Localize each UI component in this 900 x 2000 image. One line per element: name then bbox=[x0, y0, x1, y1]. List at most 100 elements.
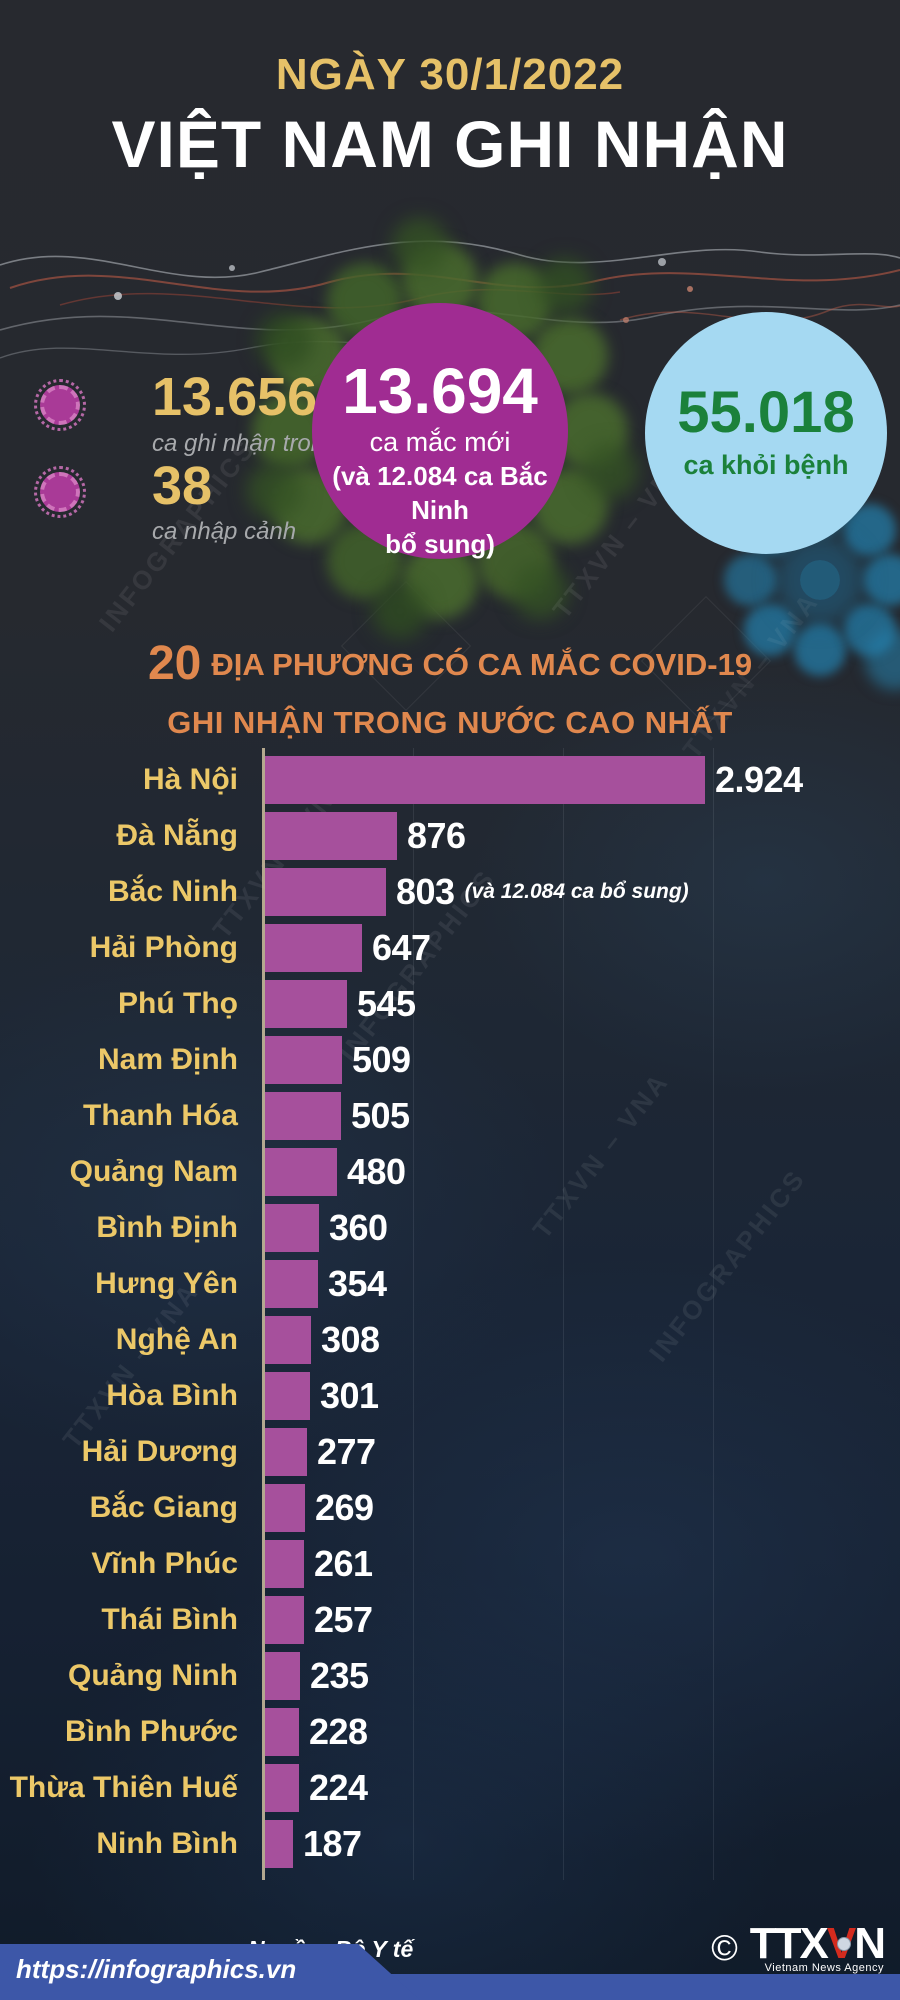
bar-value: 647 bbox=[372, 927, 431, 968]
bar-value: 277 bbox=[317, 1431, 376, 1472]
imported-cases-value: 38 bbox=[152, 456, 213, 516]
teal-virus-decoration bbox=[800, 560, 840, 600]
bar-value: 354 bbox=[328, 1263, 387, 1304]
page-title: VIỆT NAM GHI NHẬN bbox=[111, 107, 789, 181]
chart-row: Hải Phòng 647 bbox=[0, 920, 900, 976]
bar-value: 505 bbox=[351, 1095, 410, 1136]
bar-value: 803 bbox=[396, 871, 455, 912]
province-label: Bình Phước bbox=[64, 1715, 238, 1748]
chart-row: Vĩnh Phúc 261 bbox=[0, 1536, 900, 1592]
chart-row: Bắc Giang 269 bbox=[0, 1480, 900, 1536]
virus-icon bbox=[34, 379, 86, 431]
province-label: Hòa Bình bbox=[106, 1379, 238, 1412]
province-label: Thanh Hóa bbox=[83, 1099, 238, 1132]
chart-row: Đà Nẵng 876 bbox=[0, 808, 900, 864]
chart-row: Hà Nội 2.924 bbox=[0, 752, 900, 808]
copyright-icon: © bbox=[711, 1927, 738, 1968]
chart-row: Hòa Bình 301 bbox=[0, 1368, 900, 1424]
chart-row: Quảng Nam 480 bbox=[0, 1144, 900, 1200]
province-label: Ninh Bình bbox=[96, 1827, 238, 1860]
province-label: Nghệ An bbox=[115, 1323, 238, 1356]
bar-value: 228 bbox=[309, 1711, 368, 1752]
agency-logo: © TTXVN Vietnam News Agency bbox=[711, 1919, 886, 1975]
bar-value: 545 bbox=[357, 983, 416, 1024]
province-label: Hải Dương bbox=[81, 1435, 238, 1468]
bar bbox=[265, 1820, 293, 1868]
bar bbox=[265, 1092, 341, 1140]
date-heading: NGÀY 30/1/2022 bbox=[275, 50, 625, 99]
province-label: Quảng Nam bbox=[69, 1155, 238, 1188]
chart-gridline bbox=[413, 748, 414, 1880]
chart-row: Quảng Ninh 235 bbox=[0, 1648, 900, 1704]
bar bbox=[265, 1036, 342, 1084]
recovered-circle: 55.018 ca khỏi bệnh bbox=[645, 312, 887, 554]
recovered-value: 55.018 bbox=[677, 380, 855, 445]
province-label: Bắc Giang bbox=[89, 1491, 238, 1524]
bar bbox=[265, 756, 705, 804]
chart-axis bbox=[262, 748, 265, 1880]
recovered-label: ca khỏi bệnh bbox=[683, 450, 849, 480]
province-label: Bắc Ninh bbox=[107, 875, 238, 908]
chart-rows: Hà Nội 2.924 Đà Nẵng 876 Bắc Ninh 803 (và 12.0… bbox=[0, 752, 900, 1872]
province-label: Hải Phòng bbox=[89, 931, 238, 964]
province-label: Vĩnh Phúc bbox=[91, 1547, 238, 1580]
agency-subtitle: Vietnam News Agency bbox=[764, 1962, 884, 1974]
virus-icon bbox=[34, 466, 86, 518]
chart-gridline bbox=[563, 748, 564, 1880]
bar bbox=[265, 812, 397, 860]
bar-value: 235 bbox=[310, 1655, 369, 1696]
bar-value: 261 bbox=[314, 1543, 373, 1584]
domestic-cases-value: 13.656 bbox=[152, 367, 318, 427]
ttxvn-logo: TTXVN bbox=[749, 1919, 886, 1968]
province-label: Quảng Ninh bbox=[68, 1659, 238, 1692]
bar-value: 187 bbox=[303, 1823, 362, 1864]
new-cases-label: ca mắc mới bbox=[369, 427, 511, 457]
chart-heading-line1: ĐỊA PHƯƠNG CÓ CA MẮC COVID-19 bbox=[211, 647, 753, 682]
bar bbox=[265, 1316, 311, 1364]
imported-cases-label: ca nhập cảnh bbox=[152, 518, 297, 545]
bar bbox=[265, 924, 362, 972]
chart-row: Nam Định 509 bbox=[0, 1032, 900, 1088]
bar-value: 308 bbox=[321, 1319, 380, 1360]
province-label: Phú Thọ bbox=[118, 987, 238, 1020]
bar-value: 360 bbox=[329, 1207, 388, 1248]
chart-row: Thừa Thiên Huế 224 bbox=[0, 1760, 900, 1816]
new-cases-note: (và 12.084 ca Bắc Ninh bổ sung) bbox=[312, 460, 568, 561]
bar bbox=[265, 1540, 304, 1588]
province-label: Bình Định bbox=[96, 1211, 238, 1244]
province-label: Hưng Yên bbox=[95, 1267, 238, 1300]
chart-heading-line2: GHI NHẬN TRONG NƯỚC CAO NHẤT bbox=[167, 705, 733, 740]
bar bbox=[265, 1204, 319, 1252]
bar bbox=[265, 980, 347, 1028]
new-cases-note-line2: bổ sung) bbox=[385, 528, 495, 559]
bar bbox=[265, 1372, 310, 1420]
chart-row: Ninh Bình 187 bbox=[0, 1816, 900, 1872]
bar-value: 2.924 bbox=[715, 759, 803, 800]
new-cases-value: 13.694 bbox=[342, 355, 538, 427]
chart-row: Bắc Ninh 803 (và 12.084 ca bổ sung) bbox=[0, 864, 900, 920]
bar bbox=[265, 1148, 337, 1196]
bar bbox=[265, 1764, 299, 1812]
bar bbox=[265, 1708, 299, 1756]
chart-row: Thanh Hóa 505 bbox=[0, 1088, 900, 1144]
chart-row: Nghệ An 308 bbox=[0, 1312, 900, 1368]
new-cases-note-line1: (và 12.084 ca Bắc Ninh bbox=[332, 461, 548, 525]
chart-row: Bình Phước 228 bbox=[0, 1704, 900, 1760]
chart-gridline bbox=[713, 748, 714, 1880]
bar-value: 301 bbox=[320, 1375, 379, 1416]
bar-note: (và 12.084 ca bổ sung) bbox=[464, 880, 689, 903]
bar-value: 480 bbox=[347, 1151, 406, 1192]
footer-tab: https://infographics.vn bbox=[0, 1944, 420, 2000]
province-label: Thái Bình bbox=[101, 1603, 238, 1636]
province-label: Nam Định bbox=[97, 1043, 238, 1076]
bar-chart: Hà Nội 2.924 Đà Nẵng 876 Bắc Ninh 803 (và 12.0… bbox=[0, 748, 900, 1880]
infographics-link[interactable]: https://infographics.vn bbox=[16, 1954, 297, 1984]
chart-heading: 20 ĐỊA PHƯƠNG CÓ CA MẮC COVID-19 GHI NHẬN… bbox=[0, 636, 900, 741]
province-label: Thừa Thiên Huế bbox=[9, 1771, 238, 1804]
province-label: Đà Nẵng bbox=[116, 819, 238, 852]
chart-row: Hải Dương 277 bbox=[0, 1424, 900, 1480]
bar bbox=[265, 868, 386, 916]
globe-icon bbox=[836, 1937, 851, 1951]
bar bbox=[265, 1652, 300, 1700]
bar bbox=[265, 1428, 307, 1476]
